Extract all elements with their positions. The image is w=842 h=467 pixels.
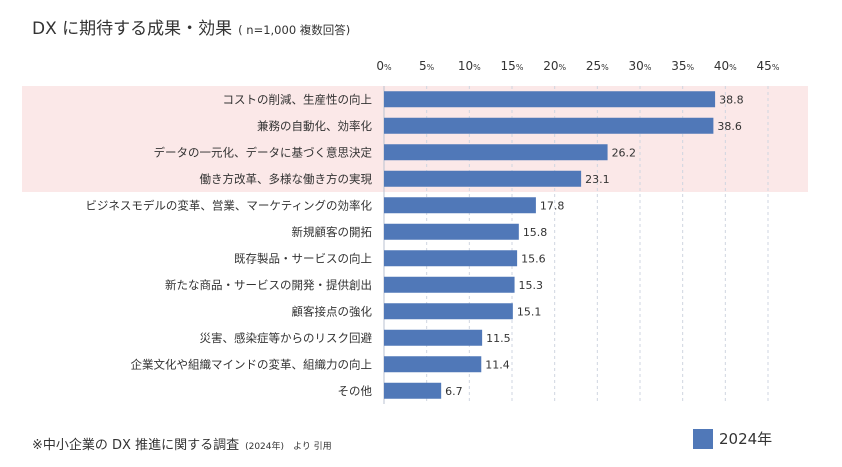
x-tick-unit: % xyxy=(559,63,567,72)
x-tick-unit: % xyxy=(729,63,737,72)
bar xyxy=(384,170,582,187)
category-label: コストの削減、生産性の向上 xyxy=(223,92,373,106)
x-tick-unit: % xyxy=(384,63,392,72)
bar xyxy=(384,117,714,134)
category-label: 兼務の自動化、効率化 xyxy=(257,119,372,133)
x-tick-unit: % xyxy=(516,63,524,72)
category-label: データの一元化、データに基づく意思決定 xyxy=(154,145,373,159)
bar xyxy=(384,382,442,399)
data-label: 11.4 xyxy=(485,358,510,371)
bar xyxy=(384,223,519,240)
chart-title: DX に期待する成果・効果 ( n=1,000 複数回答) xyxy=(32,14,350,39)
bar xyxy=(384,276,515,293)
category-label: 働き方改革、多様な働き方の実現 xyxy=(200,172,373,186)
bar xyxy=(384,144,608,161)
category-label: 顧客接点の強化 xyxy=(292,304,373,318)
footnote-text: ※中小企業の DX 推進に関する調査 xyxy=(32,438,240,453)
data-label: 17.8 xyxy=(540,199,565,212)
x-tick-label: 20% xyxy=(543,59,566,73)
x-tick-unit: % xyxy=(601,63,609,72)
x-tick-unit: % xyxy=(772,63,780,72)
category-label: 企業文化や組織マインドの変革、組織力の向上 xyxy=(131,357,373,371)
category-label: 災害、感染症等からのリスク回避 xyxy=(200,331,373,345)
bar xyxy=(384,250,518,267)
data-label: 15.8 xyxy=(523,226,548,239)
x-tick-label: 15% xyxy=(501,59,524,73)
data-label: 38.6 xyxy=(717,120,742,133)
category-label: その他 xyxy=(338,384,373,398)
legend-label: 2024年 xyxy=(719,430,773,448)
bar xyxy=(384,356,482,373)
data-label: 11.5 xyxy=(486,332,511,345)
x-tick-label: 25% xyxy=(586,59,609,73)
data-label: 38.8 xyxy=(719,93,744,106)
bar xyxy=(384,329,483,346)
category-label: ビジネスモデルの変革、営業、マーケティングの効率化 xyxy=(85,198,372,212)
bar xyxy=(384,91,716,108)
footnote: ※中小企業の DX 推進に関する調査 (2024年) より 引用 xyxy=(32,434,332,453)
x-tick-label: 0% xyxy=(376,59,392,73)
data-label: 15.3 xyxy=(519,279,544,292)
data-label: 15.6 xyxy=(521,252,546,265)
x-tick-label: 35% xyxy=(671,59,694,73)
data-label: 26.2 xyxy=(612,146,637,159)
x-tick-label: 45% xyxy=(757,59,780,73)
category-label: 既存製品・サービスの向上 xyxy=(234,251,372,265)
category-label: 新規顧客の開拓 xyxy=(292,225,373,239)
bar xyxy=(384,303,513,320)
data-label: 6.7 xyxy=(445,385,463,398)
legend-swatch xyxy=(693,428,713,449)
x-tick-label: 30% xyxy=(629,59,652,73)
x-tick-label: 10% xyxy=(458,59,481,73)
legend: 2024年 xyxy=(693,428,772,449)
chart-subtitle: ( n=1,000 複数回答) xyxy=(238,23,351,37)
footnote-source: (2024年) より 引用 xyxy=(245,442,332,452)
x-tick-unit: % xyxy=(427,63,435,72)
bar xyxy=(384,197,536,214)
x-tick-label: 40% xyxy=(714,59,737,73)
data-label: 23.1 xyxy=(585,173,610,186)
x-tick-unit: % xyxy=(687,63,695,72)
x-tick-unit: % xyxy=(473,63,481,72)
chart-title-text: DX に期待する成果・効果 xyxy=(32,19,233,39)
x-tick-label: 5% xyxy=(419,59,435,73)
x-tick-unit: % xyxy=(644,63,652,72)
category-label: 新たな商品・サービスの開発・提供創出 xyxy=(165,278,372,292)
data-label: 15.1 xyxy=(517,305,542,318)
